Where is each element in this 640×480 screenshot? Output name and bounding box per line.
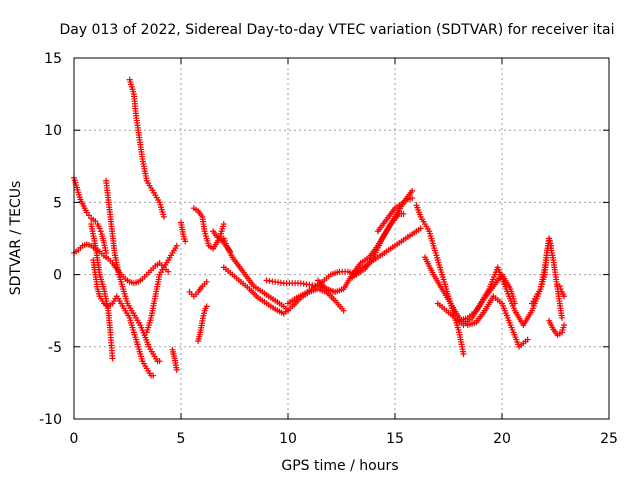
data-point	[417, 225, 424, 232]
data-point	[220, 221, 227, 228]
y-tick-label: 15	[44, 51, 62, 67]
series-arc-27	[554, 283, 568, 300]
data-point	[557, 286, 564, 293]
data-point	[203, 278, 210, 285]
data-point	[97, 228, 104, 235]
series-arc-6	[90, 257, 157, 379]
data-point	[340, 307, 347, 314]
series-arc-10	[190, 205, 227, 252]
x-tick-label: 25	[600, 431, 618, 447]
series-arc-26	[546, 317, 568, 339]
data-point	[409, 195, 416, 202]
x-tick-label: 0	[70, 431, 79, 447]
y-tick-label: 0	[53, 268, 62, 284]
y-tick-label: 5	[53, 195, 62, 211]
series-arc-25	[528, 235, 555, 307]
series-arc-19	[349, 225, 424, 281]
data-point	[561, 293, 568, 300]
y-tick-label: -5	[48, 340, 62, 356]
data-point	[165, 268, 172, 275]
data-point	[561, 322, 568, 329]
series-arc-22	[421, 254, 531, 350]
data-point	[109, 355, 116, 362]
data-point	[160, 213, 167, 220]
series-arc-8	[169, 346, 180, 373]
series-arc-24	[456, 271, 518, 324]
data-point	[556, 283, 563, 290]
y-tick-label: -10	[39, 412, 62, 428]
series-arc-20	[374, 195, 416, 235]
x-axis-label: GPS time / hours	[281, 458, 398, 474]
x-tick-label: 5	[177, 431, 186, 447]
x-tick-label: 20	[493, 431, 511, 447]
data-point	[524, 336, 531, 343]
series-arc-12	[195, 303, 210, 345]
data-point	[511, 300, 518, 307]
data-point	[400, 210, 407, 217]
y-tick-labels: -10 -5 0 5 10 15	[39, 51, 62, 428]
x-tick-label: 15	[386, 431, 404, 447]
y-tick-label: 10	[44, 123, 62, 139]
data-point	[150, 372, 157, 379]
data-point	[96, 225, 103, 232]
data-point	[558, 314, 565, 321]
data-point	[460, 351, 467, 358]
chart-title: Day 013 of 2022, Sidereal Day-to-day VTE…	[59, 22, 614, 38]
y-axis-label: SDTVAR / TECUs	[8, 181, 24, 296]
data-point	[173, 366, 180, 373]
data-point	[203, 303, 210, 310]
series-arc-21	[413, 202, 467, 358]
series-arc-7	[143, 242, 180, 336]
series-arc-4	[103, 177, 163, 365]
data-point	[156, 358, 163, 365]
series-arc-11	[186, 278, 210, 300]
grid-lines	[74, 58, 609, 419]
x-tick-labels: 0 5 10 15 20 25	[70, 431, 618, 447]
data-point	[182, 238, 189, 245]
plot-frame	[73, 57, 610, 420]
series-arc-5	[126, 76, 167, 220]
series-arc-3	[88, 221, 116, 362]
data-point	[173, 242, 180, 249]
series-arc-9	[178, 219, 189, 245]
data-point	[548, 242, 555, 249]
series-arc-1	[71, 174, 110, 256]
axis-ticks	[73, 57, 610, 420]
data-points	[71, 76, 568, 379]
x-tick-label: 10	[279, 431, 297, 447]
data-point	[409, 187, 416, 194]
